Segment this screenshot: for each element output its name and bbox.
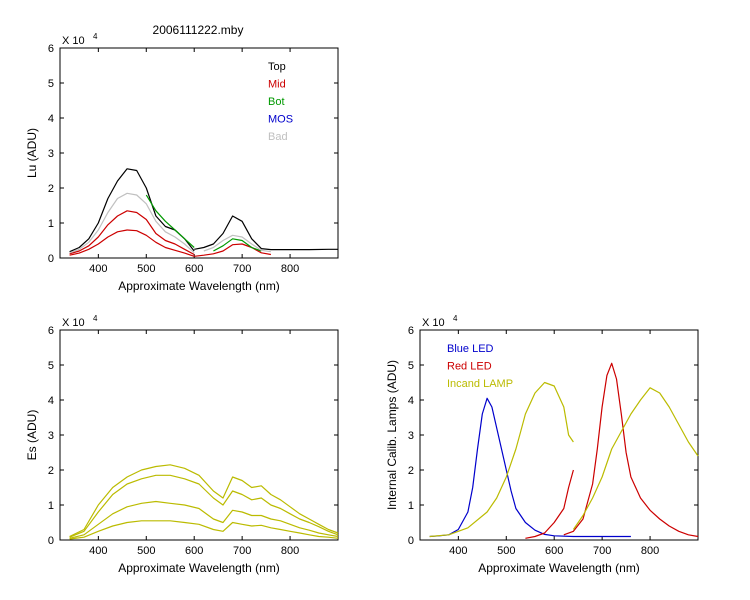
exponent-power: 4	[93, 314, 98, 323]
plot-frame	[59, 47, 339, 259]
y-tick-label: 3	[48, 148, 54, 160]
y-tick-label: 4	[408, 395, 414, 407]
y-tick-label: 4	[48, 395, 54, 407]
series-line-mid	[69, 229, 195, 257]
y-axis-label: Es (ADU)	[25, 410, 39, 461]
y-tick-label: 5	[48, 360, 54, 372]
legend-entry: MOS	[268, 114, 293, 126]
y-tick-label: 0	[48, 253, 54, 265]
series-line-bad	[203, 234, 271, 253]
series-line-mid	[194, 243, 272, 257]
series-line-red-led	[525, 469, 574, 539]
y-tick-label: 1	[408, 500, 414, 512]
lu-chart: 400 500 600 700 800 0 1 2 3 4 5 6 X 10 4 Approximate W…	[25, 32, 339, 293]
x-tick-label: 400	[89, 545, 107, 557]
legend-entry: Bad	[268, 131, 288, 143]
legend-entry: Top	[268, 61, 286, 73]
series-line-mid	[69, 210, 195, 256]
series-line-incand-lamp	[429, 381, 574, 538]
x-tick-label: 600	[185, 263, 203, 275]
legend-entry: Bot	[268, 96, 285, 108]
legend-entry: Mid	[268, 79, 286, 91]
lamps-chart: 400 500 600 700 800 0 1 2 3 4 5 6 X 10 4 Approximate W…	[385, 314, 699, 575]
exponent-power: 4	[453, 314, 458, 323]
series-line-red-led	[563, 362, 699, 538]
x-tick-label: 700	[233, 263, 251, 275]
series-line-es-1	[69, 464, 339, 538]
series-line-blue-led	[429, 397, 631, 538]
y-tick-label: 5	[48, 78, 54, 90]
series-line-es-3	[69, 500, 339, 539]
x-tick-label: 400	[449, 545, 467, 557]
x-tick-label: 600	[545, 545, 563, 557]
y-tick-label: 2	[408, 465, 414, 477]
y-tick-label: 3	[48, 430, 54, 442]
x-tick-label: 800	[641, 545, 659, 557]
series-line-top	[194, 215, 338, 251]
y-tick-label: 3	[408, 430, 414, 442]
series-line-es-4	[69, 520, 339, 540]
y-axis-label: Internal Calib. Lamps (ADU)	[385, 360, 399, 510]
x-tick-label: 500	[497, 545, 515, 557]
x-axis-label: Approximate Wavelength (nm)	[118, 561, 280, 575]
series-line-incand-lamp	[572, 387, 699, 530]
y-tick-label: 6	[48, 43, 54, 55]
y-tick-label: 4	[48, 113, 54, 125]
series-line-top	[69, 168, 195, 253]
figure-title: 2006111222.mby	[153, 23, 244, 37]
exponent-label: X 10	[62, 35, 85, 47]
y-axis-label: Lu (ADU)	[25, 128, 39, 178]
es-chart: 400 500 600 700 800 0 1 2 3 4 5 6 X 10 4 Approximate W…	[25, 314, 339, 575]
x-tick-label: 500	[137, 263, 155, 275]
series-line-bot	[213, 238, 262, 252]
exponent-label: X 10	[62, 317, 85, 329]
series-line-es-2	[69, 474, 339, 538]
x-tick-label: 600	[185, 545, 203, 557]
y-tick-label: 1	[48, 218, 54, 230]
legend-entry: Red LED	[447, 361, 492, 373]
x-axis-label: Approximate Wavelength (nm)	[118, 279, 280, 293]
y-tick-label: 1	[48, 500, 54, 512]
x-axis-label: Approximate Wavelength (nm)	[478, 561, 640, 575]
y-tick-label: 0	[48, 535, 54, 547]
x-tick-label: 800	[281, 545, 299, 557]
y-tick-label: 2	[48, 183, 54, 195]
x-tick-label: 700	[233, 545, 251, 557]
legend-entry: Incand LAMP	[447, 378, 513, 390]
x-tick-label: 700	[593, 545, 611, 557]
series-line-bot	[145, 194, 195, 248]
y-tick-label: 0	[408, 535, 414, 547]
y-tick-label: 6	[408, 325, 414, 337]
y-tick-label: 6	[48, 325, 54, 337]
exponent-power: 4	[93, 32, 98, 41]
y-tick-label: 5	[408, 360, 414, 372]
exponent-label: X 10	[422, 317, 445, 329]
legend-entry: Blue LED	[447, 343, 494, 355]
x-tick-label: 400	[89, 263, 107, 275]
x-tick-label: 800	[281, 263, 299, 275]
x-tick-label: 500	[137, 545, 155, 557]
y-tick-label: 2	[48, 465, 54, 477]
series-line-bad	[69, 192, 195, 254]
